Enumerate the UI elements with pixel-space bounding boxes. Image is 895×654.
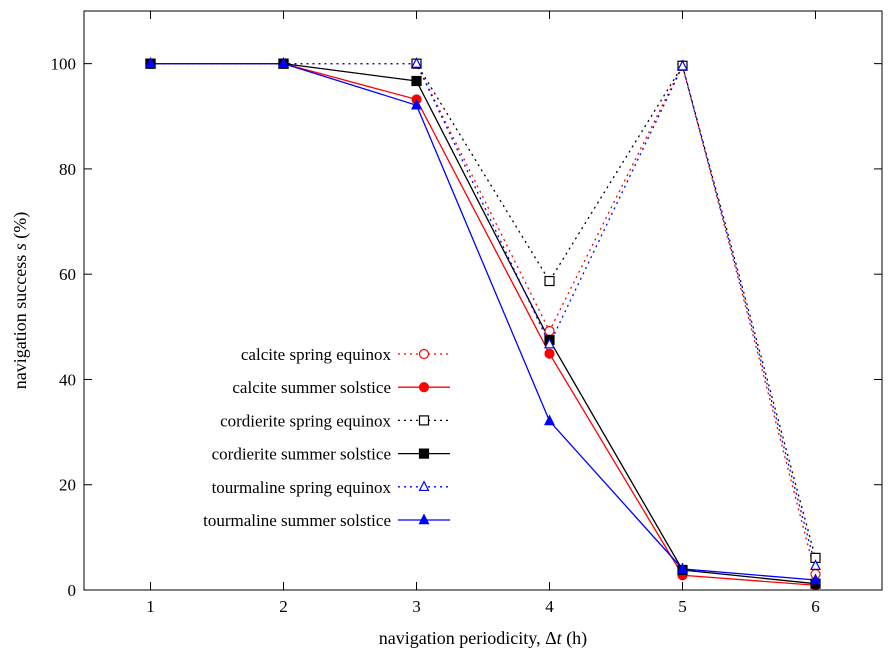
legend-label: calcite spring equinox <box>241 345 392 364</box>
x-tick-label: 6 <box>811 597 820 616</box>
series-line-1 <box>150 62 817 575</box>
y-tick-label: 80 <box>59 160 76 179</box>
x-tick-label: 4 <box>545 597 554 616</box>
series-line-2 <box>150 62 816 586</box>
data-point-series-6 <box>411 98 422 110</box>
x-tick-label: 5 <box>678 597 687 616</box>
x-tick-label: 2 <box>279 597 288 616</box>
data-point-series-6 <box>145 57 156 68</box>
legend: calcite spring equinox calcite summer sol… <box>203 345 450 530</box>
legend-marker <box>418 382 430 393</box>
data-point-series-3 <box>544 275 555 287</box>
legend-marker <box>418 513 430 525</box>
series-line-5 <box>150 62 817 566</box>
y-tick-label: 60 <box>59 265 76 284</box>
y-tick-label: 0 <box>68 581 77 600</box>
legend-label: calcite summer solstice <box>232 378 391 397</box>
x-axis-label: navigation periodicity, Δt (h) <box>379 628 587 649</box>
y-axis-label: navigation success s (%) <box>10 212 31 389</box>
x-tick-label: 1 <box>146 597 155 616</box>
legend-label: tourmaline spring equinox <box>212 478 392 497</box>
legend-label: cordierite spring equinox <box>220 411 391 430</box>
data-point-series-4 <box>411 75 422 87</box>
legend-marker <box>418 448 430 459</box>
plot-layer <box>145 57 821 591</box>
series-line-4 <box>150 62 816 585</box>
legend-label: cordierite summer solstice <box>212 445 391 464</box>
x-tick-label: 3 <box>412 597 421 616</box>
series-line-6 <box>150 62 816 581</box>
y-tick-label: 100 <box>51 55 77 74</box>
data-point-series-5 <box>544 337 555 349</box>
data-point-series-6 <box>278 57 289 68</box>
data-point-series-5 <box>810 559 821 571</box>
y-tick-label: 20 <box>59 476 76 495</box>
plot-frame <box>83 10 883 591</box>
data-point-series-2 <box>544 348 555 359</box>
legend-marker <box>418 480 430 492</box>
data-point-series-6 <box>677 562 688 574</box>
legend-marker <box>418 415 430 426</box>
legend-marker <box>418 348 430 360</box>
legend-label: tourmaline summer solstice <box>203 511 391 530</box>
data-point-series-5 <box>411 57 422 68</box>
series-line-3 <box>150 62 817 559</box>
data-point-series-1 <box>544 325 555 337</box>
data-point-series-6 <box>544 414 555 426</box>
data-point-series-5 <box>677 59 688 71</box>
y-tick-label: 40 <box>59 370 76 389</box>
